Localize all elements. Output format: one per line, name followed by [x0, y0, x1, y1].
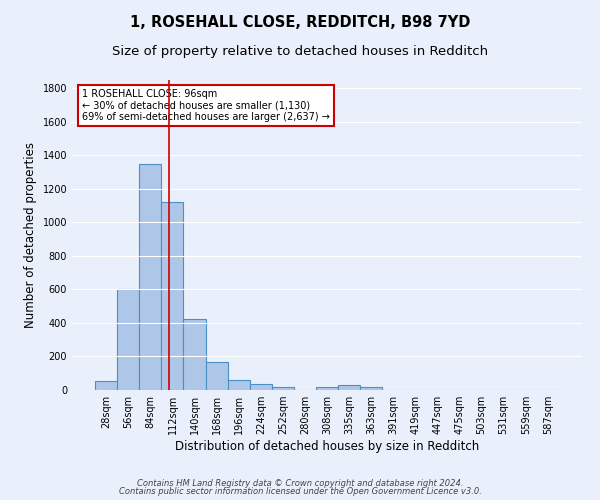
Bar [316, 388, 338, 390]
Bar [161, 202, 184, 390]
Bar [139, 164, 161, 390]
Bar [117, 290, 139, 390]
Text: 1 ROSEHALL CLOSE: 96sqm
← 30% of detached houses are smaller (1,130)
69% of semi: 1 ROSEHALL CLOSE: 96sqm ← 30% of detache… [82, 90, 330, 122]
Bar [360, 388, 382, 390]
Bar [338, 385, 360, 390]
Bar [250, 384, 272, 390]
Bar [272, 388, 294, 390]
Bar [206, 362, 227, 390]
Text: 1, ROSEHALL CLOSE, REDDITCH, B98 7YD: 1, ROSEHALL CLOSE, REDDITCH, B98 7YD [130, 15, 470, 30]
Text: Contains HM Land Registry data © Crown copyright and database right 2024.: Contains HM Land Registry data © Crown c… [137, 478, 463, 488]
X-axis label: Distribution of detached houses by size in Redditch: Distribution of detached houses by size … [175, 440, 479, 453]
Text: Size of property relative to detached houses in Redditch: Size of property relative to detached ho… [112, 45, 488, 58]
Bar [95, 381, 117, 390]
Bar [184, 319, 206, 390]
Text: Contains public sector information licensed under the Open Government Licence v3: Contains public sector information licen… [119, 487, 481, 496]
Y-axis label: Number of detached properties: Number of detached properties [24, 142, 37, 328]
Bar [227, 380, 250, 390]
